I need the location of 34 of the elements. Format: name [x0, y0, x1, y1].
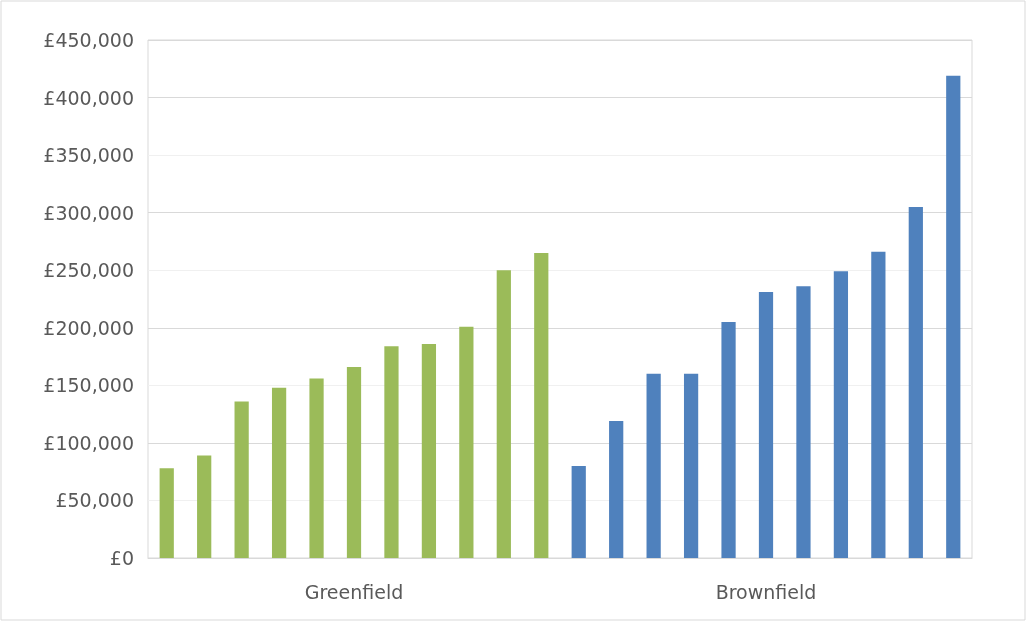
- bar: [197, 455, 212, 558]
- y-tick-label: £50,000: [55, 489, 134, 512]
- bar: [796, 286, 811, 558]
- bar: [421, 343, 437, 558]
- bar: [683, 373, 699, 558]
- y-tick-label: £300,000: [43, 201, 134, 224]
- x-tick-label: Brownfield: [715, 580, 817, 603]
- y-tick-label: £0: [109, 547, 134, 569]
- bar: [571, 465, 586, 558]
- y-tick-label: £450,000: [43, 29, 134, 51]
- bar: [271, 387, 287, 558]
- bar: [496, 270, 511, 558]
- bar: [459, 326, 474, 558]
- bar: [609, 421, 624, 558]
- y-tick-label: £200,000: [43, 316, 134, 339]
- y-tick-label: £100,000: [43, 431, 134, 454]
- y-tick-label: £250,000: [43, 259, 134, 282]
- y-tick-label: £150,000: [43, 374, 134, 397]
- bar: [833, 271, 849, 558]
- bar: [309, 378, 324, 558]
- bar: [159, 468, 174, 558]
- bar: [384, 346, 399, 558]
- bar: [908, 206, 923, 558]
- bar: [871, 251, 886, 558]
- y-tick-label: £350,000: [43, 144, 134, 167]
- bar: [534, 252, 549, 558]
- y-tick-label: £400,000: [43, 86, 134, 109]
- bar: [346, 366, 362, 558]
- bar: [721, 322, 736, 558]
- bar: [646, 373, 661, 558]
- x-tick-label: Greenfield: [304, 580, 404, 603]
- bar: [234, 401, 249, 558]
- bar: [946, 75, 961, 558]
- bar: [758, 292, 774, 558]
